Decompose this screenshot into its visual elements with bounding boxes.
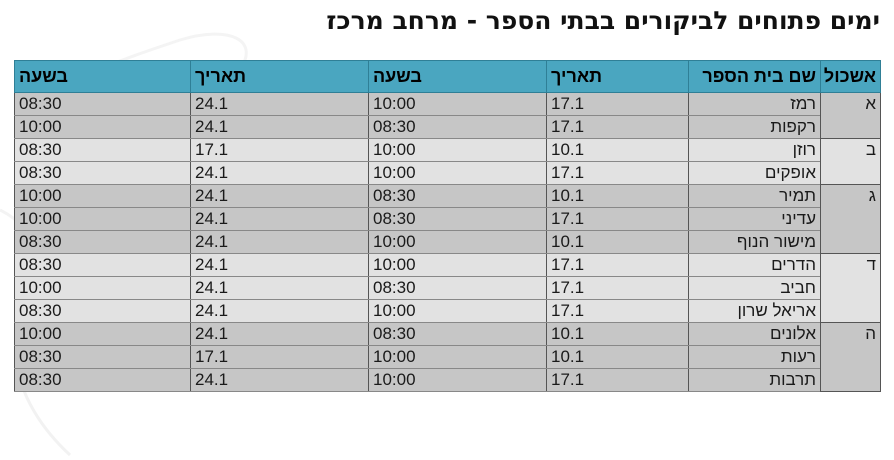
time-2-cell: 08:30 — [14, 368, 191, 392]
date-1-cell: 17.1 — [546, 276, 689, 300]
date-2-cell: 24.1 — [190, 276, 369, 300]
time-1-cell: 08:30 — [368, 276, 547, 300]
date-2-cell: 17.1 — [190, 345, 369, 369]
cluster-cell: א — [820, 92, 881, 139]
time-2-cell: 08:30 — [14, 161, 191, 185]
table-row: א רמז 17.1 10:00 24.1 08:30 — [14, 92, 881, 139]
date-2-cell: 24.1 — [190, 253, 369, 277]
cluster-cell: ד — [820, 253, 881, 323]
school-name-cell: הדרים — [688, 253, 821, 277]
date-2-cell: 24.1 — [190, 368, 369, 392]
school-name-cell: רוזן — [688, 138, 821, 162]
date-1-cell: 10.1 — [546, 184, 689, 208]
school-name-cell: אריאל שרון — [688, 299, 821, 323]
table-row: תרבות 17.1 10:00 24.1 08:30 — [14, 368, 881, 392]
table-row: ב רוזן 10.1 10:00 17.1 08:30 — [14, 138, 881, 185]
time-1-cell: 08:30 — [368, 207, 547, 231]
table-row: חביב 17.1 08:30 24.1 10:00 — [14, 276, 881, 300]
time-1-cell: 10:00 — [368, 253, 547, 277]
time-2-cell: 10:00 — [14, 207, 191, 231]
school-visits-table: אשכול שם בית הספר תאריך בשעה תאריך בשעה … — [14, 60, 881, 392]
time-1-cell: 08:30 — [368, 184, 547, 208]
time-2-cell: 10:00 — [14, 276, 191, 300]
date-1-cell: 17.1 — [546, 207, 689, 231]
header-cluster: אשכול — [820, 60, 881, 93]
time-2-cell: 08:30 — [14, 345, 191, 369]
cluster-cell: ג — [820, 184, 881, 254]
date-2-cell: 24.1 — [190, 207, 369, 231]
date-1-cell: 17.1 — [546, 368, 689, 392]
table-row: ג תמיר 10.1 08:30 24.1 10:00 — [14, 184, 881, 254]
date-1-cell: 17.1 — [546, 92, 689, 116]
time-2-cell: 08:30 — [14, 230, 191, 254]
date-2-cell: 24.1 — [190, 161, 369, 185]
table-row: עדיני 17.1 08:30 24.1 10:00 — [14, 207, 881, 231]
table-row: רעות 10.1 10:00 17.1 08:30 — [14, 345, 881, 369]
table-body: א רמז 17.1 10:00 24.1 08:30 רקפות 17.1 08:30 24.1… — [14, 92, 881, 392]
table-row: רקפות 17.1 08:30 24.1 10:00 — [14, 115, 881, 139]
header-school-name: שם בית הספר — [688, 60, 821, 93]
header-time-1: בשעה — [368, 60, 547, 93]
school-name-cell: רעות — [688, 345, 821, 369]
date-2-cell: 24.1 — [190, 230, 369, 254]
table-row: אופקים 17.1 10:00 24.1 08:30 — [14, 161, 881, 185]
school-name-cell: אלונים — [688, 322, 821, 346]
date-1-cell: 10.1 — [546, 230, 689, 254]
cluster-cell: ב — [820, 138, 881, 185]
time-1-cell: 10:00 — [368, 368, 547, 392]
date-1-cell: 10.1 — [546, 138, 689, 162]
header-date-1: תאריך — [546, 60, 689, 93]
time-1-cell: 10:00 — [368, 138, 547, 162]
date-2-cell: 24.1 — [190, 184, 369, 208]
date-1-cell: 10.1 — [546, 322, 689, 346]
time-1-cell: 08:30 — [368, 115, 547, 139]
school-name-cell: רמז — [688, 92, 821, 116]
time-1-cell: 10:00 — [368, 299, 547, 323]
cluster-cell: ה — [820, 322, 881, 392]
time-1-cell: 08:30 — [368, 322, 547, 346]
time-1-cell: 10:00 — [368, 345, 547, 369]
date-1-cell: 17.1 — [546, 161, 689, 185]
school-name-cell: מישור הנוף — [688, 230, 821, 254]
time-1-cell: 10:00 — [368, 161, 547, 185]
time-1-cell: 10:00 — [368, 92, 547, 116]
school-name-cell: תמיר — [688, 184, 821, 208]
date-2-cell: 17.1 — [190, 138, 369, 162]
date-1-cell: 17.1 — [546, 115, 689, 139]
school-name-cell: רקפות — [688, 115, 821, 139]
school-name-cell: תרבות — [688, 368, 821, 392]
date-2-cell: 24.1 — [190, 115, 369, 139]
date-2-cell: 24.1 — [190, 322, 369, 346]
date-1-cell: 17.1 — [546, 299, 689, 323]
table-row: מישור הנוף 10.1 10:00 24.1 08:30 — [14, 230, 881, 254]
time-2-cell: 10:00 — [14, 115, 191, 139]
school-name-cell: אופקים — [688, 161, 821, 185]
school-name-cell: חביב — [688, 276, 821, 300]
date-2-cell: 24.1 — [190, 92, 369, 116]
date-1-cell: 17.1 — [546, 253, 689, 277]
table-row: ה אלונים 10.1 08:30 24.1 10:00 — [14, 322, 881, 392]
time-1-cell: 10:00 — [368, 230, 547, 254]
table-header-row: אשכול שם בית הספר תאריך בשעה תאריך בשעה — [14, 60, 881, 93]
time-2-cell: 08:30 — [14, 299, 191, 323]
time-2-cell: 08:30 — [14, 138, 191, 162]
header-time-2: בשעה — [14, 60, 191, 93]
date-2-cell: 24.1 — [190, 299, 369, 323]
time-2-cell: 10:00 — [14, 184, 191, 208]
page-title: ימים פתוחים לביקורים בבתי הספר - מרחב מר… — [326, 6, 880, 35]
school-name-cell: עדיני — [688, 207, 821, 231]
time-2-cell: 10:00 — [14, 322, 191, 346]
header-date-2: תאריך — [190, 60, 369, 93]
table-row: אריאל שרון 17.1 10:00 24.1 08:30 — [14, 299, 881, 323]
date-1-cell: 10.1 — [546, 345, 689, 369]
table-row: ד הדרים 17.1 10:00 24.1 08:30 — [14, 253, 881, 323]
time-2-cell: 08:30 — [14, 253, 191, 277]
time-2-cell: 08:30 — [14, 92, 191, 116]
